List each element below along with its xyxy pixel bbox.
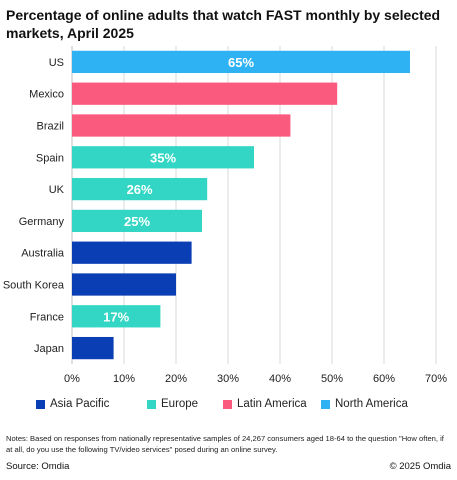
category-label: France <box>30 311 64 323</box>
bar <box>72 241 192 264</box>
legend-swatch-latin-america <box>223 399 232 409</box>
legend-swatch-asia-pacific <box>36 399 45 409</box>
x-tick-label: 30% <box>217 373 239 385</box>
bar <box>72 114 291 137</box>
x-tick-label: 0% <box>64 373 80 385</box>
chart-legend: Asia Pacific Europe Latin America North … <box>36 398 451 414</box>
source-label: Source: Omdia <box>6 461 70 472</box>
chart-notes: Notes: Based on responses from nationall… <box>6 434 444 454</box>
legend-swatch-north-america <box>321 399 330 409</box>
legend-label: Latin America <box>237 398 307 410</box>
x-tick-label: 50% <box>321 373 343 385</box>
legend-item-north-america: North America <box>321 398 408 410</box>
bar <box>72 146 254 169</box>
bar <box>72 82 338 105</box>
legend-swatch-europe <box>147 399 156 409</box>
category-label: Mexico <box>29 89 64 101</box>
x-tick-label: 10% <box>113 373 135 385</box>
data-label: 26% <box>127 182 153 197</box>
category-label: South Korea <box>3 280 65 292</box>
category-label: Spain <box>36 152 64 164</box>
bar <box>72 209 202 233</box>
data-label: 17% <box>103 309 129 324</box>
bar <box>72 177 208 201</box>
x-tick-label: 40% <box>269 373 291 385</box>
legend-item-asia-pacific: Asia Pacific <box>36 398 109 410</box>
chart-title: Percentage of online adults that watch F… <box>6 7 441 41</box>
legend-item-latin-america: Latin America <box>223 398 307 410</box>
x-tick-label: 20% <box>165 373 187 385</box>
data-label: 65% <box>228 55 254 70</box>
legend-label: North America <box>335 398 408 410</box>
category-label: Brazil <box>36 121 64 133</box>
bar <box>72 273 176 296</box>
legend-label: Europe <box>161 398 199 410</box>
category-label: UK <box>49 184 65 196</box>
x-tick-label: 60% <box>373 373 395 385</box>
category-label: Japan <box>34 343 64 355</box>
legend-item-europe: Europe <box>147 398 198 410</box>
legend-label: Asia Pacific <box>50 398 110 410</box>
bar <box>72 336 114 360</box>
category-label: Australia <box>21 248 65 260</box>
category-label: US <box>49 57 64 69</box>
bar <box>72 50 410 74</box>
category-label: Germany <box>19 216 65 228</box>
copyright-label: © 2025 Omdia <box>389 461 451 472</box>
bar <box>72 305 161 328</box>
data-label: 25% <box>124 214 150 229</box>
data-label: 35% <box>150 150 176 165</box>
x-tick-label: 70% <box>425 373 447 385</box>
